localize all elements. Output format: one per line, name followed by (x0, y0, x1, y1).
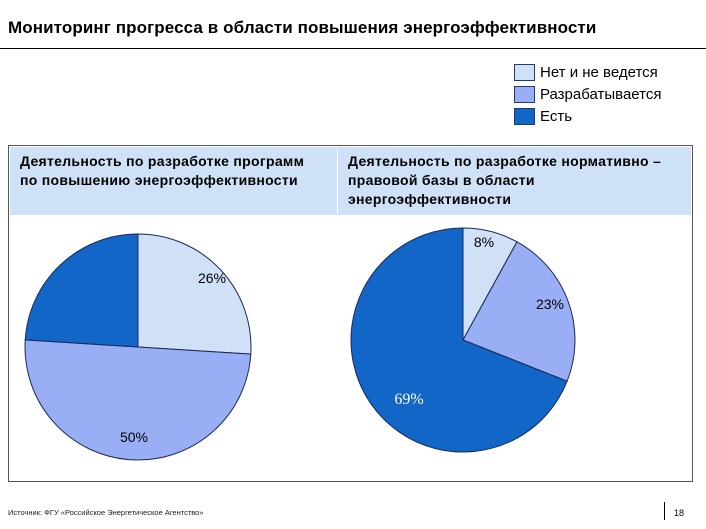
legend-item-exists: Есть (514, 105, 661, 127)
page-number-divider (664, 502, 665, 520)
legend-swatch-developing (514, 85, 535, 103)
pie1-slice-developing (24, 339, 252, 461)
legend-item-developing: Разрабатывается (514, 83, 661, 105)
legend-label-none: Нет и не ведется (540, 63, 658, 81)
charts-panel: Деятельность по разработке программ по п… (8, 145, 693, 482)
page-title: Мониторинг прогресса в области повышения… (8, 18, 597, 37)
panel-header: Деятельность по разработке программ по п… (10, 147, 691, 216)
pie1-slice-exists (24, 233, 139, 348)
page-number: 18 (674, 508, 685, 518)
pie2-label-exists: 69% (394, 391, 423, 408)
pie2-label-none: 8% (474, 234, 494, 250)
pie1-label-none: 26% (198, 270, 226, 286)
chart-legend: Нет и не ведется Разрабатывается Есть (514, 61, 661, 127)
pie2-slice-exists (350, 227, 568, 453)
header-divider (337, 148, 338, 216)
right-chart-heading: Деятельность по разработке нормативно – … (348, 153, 662, 207)
pie2-label-developing: 23% (536, 296, 564, 312)
title-divider (0, 48, 706, 49)
left-chart-heading: Деятельность по разработке программ по п… (20, 153, 305, 188)
legend-label-exists: Есть (540, 107, 573, 125)
legend-swatch-exists (514, 107, 535, 125)
legend-label-developing: Разрабатывается (540, 85, 662, 103)
pie2-slice-developing (462, 241, 576, 382)
pie1-label-developing: 50% (120, 429, 148, 445)
legend-swatch-none (514, 63, 535, 81)
source-note: Источник: ФГУ «Российское Энергетическое… (8, 508, 204, 517)
legend-item-none: Нет и не ведется (514, 61, 661, 83)
pie1-slice-none (137, 233, 252, 355)
